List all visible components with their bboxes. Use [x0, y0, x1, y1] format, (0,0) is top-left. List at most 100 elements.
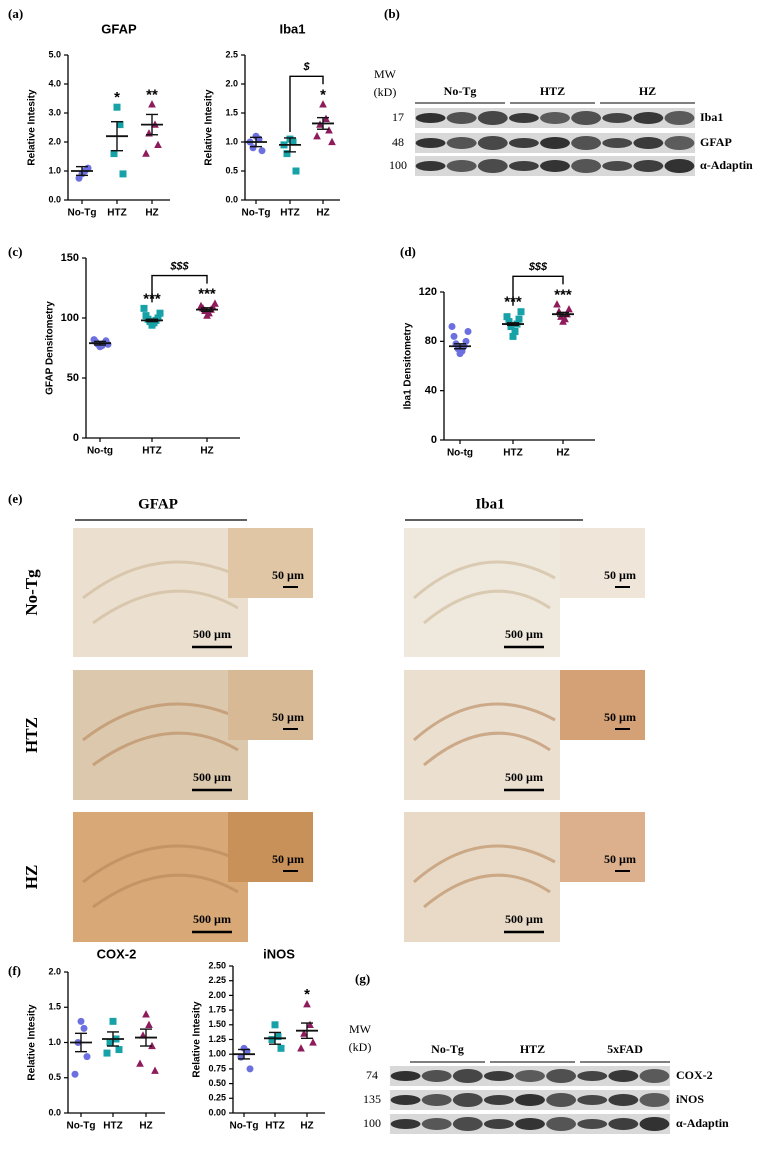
blot-band — [421, 1070, 452, 1082]
blot-band — [540, 112, 570, 124]
data-point — [119, 170, 127, 178]
y-tick-label: 0.0 — [48, 1107, 61, 1117]
scale-label: 50 µm — [604, 710, 636, 724]
blot-band — [577, 1071, 608, 1081]
blot-band — [633, 160, 664, 172]
row-label: HTZ — [22, 717, 41, 753]
blot-kd: 135 — [363, 1092, 381, 1106]
blot-band — [633, 137, 664, 149]
scale-label: 50 µm — [604, 852, 636, 866]
blot-band — [452, 1069, 483, 1083]
data-point — [509, 332, 517, 340]
y-tick-label: 150 — [61, 252, 79, 264]
blot-band — [390, 1095, 421, 1105]
panel-label: (b) — [384, 6, 400, 21]
data-point — [283, 150, 291, 158]
data-point — [142, 149, 150, 157]
blot-band — [602, 138, 633, 148]
significance: * — [320, 86, 326, 103]
scale-label: 50 µm — [272, 568, 304, 582]
data-point — [258, 147, 266, 155]
blot-band — [639, 1117, 670, 1131]
data-point — [115, 1046, 123, 1054]
chart-title: Iba1 — [279, 21, 305, 36]
data-point — [77, 1017, 85, 1025]
x-tick-label: No-tg — [447, 448, 473, 459]
data-point — [565, 305, 573, 313]
data-point — [309, 1038, 317, 1046]
x-tick-label: HZ — [200, 446, 213, 457]
blot-band — [483, 1119, 514, 1129]
data-point — [136, 1059, 144, 1067]
y-axis-label: Relative Intesity — [27, 1004, 38, 1081]
blot-band — [415, 113, 446, 123]
panel-label: (c) — [8, 244, 22, 259]
scale-label: 50 µm — [272, 710, 304, 724]
data-point — [268, 1036, 276, 1043]
data-point — [462, 337, 470, 345]
row-label: No-Tg — [22, 569, 41, 616]
blot-group: No-Tg — [444, 84, 477, 98]
data-point — [151, 1066, 159, 1074]
y-tick-label: 2.25 — [208, 975, 226, 985]
blot-protein: α-Adaptin — [676, 1116, 729, 1130]
blot-band — [639, 1093, 670, 1107]
data-point — [75, 174, 83, 182]
x-tick-label: HTZ — [142, 446, 161, 457]
blot-band — [515, 1094, 545, 1106]
y-axis-label: Relative Intesity — [27, 89, 38, 166]
blot-band — [508, 161, 539, 171]
scale-label: 500 µm — [193, 912, 231, 926]
scale-label: 50 µm — [272, 852, 304, 866]
bracket — [289, 75, 324, 132]
significance: * — [114, 89, 120, 106]
data-point — [142, 1010, 150, 1018]
blot-protein: COX-2 — [676, 1068, 713, 1082]
panel-label: (f) — [8, 963, 21, 978]
y-axis-label: Relative Intesity — [192, 1001, 203, 1078]
chart-title: iNOS — [263, 946, 295, 961]
data-point — [271, 1021, 279, 1029]
y-axis-label: Iba1 Densitometry — [403, 322, 414, 409]
scale-label: 500 µm — [193, 770, 231, 784]
blot-band — [577, 1095, 608, 1105]
blot-band — [446, 112, 477, 124]
blot-band — [546, 1093, 577, 1107]
blot-band — [639, 1069, 670, 1083]
blot-band — [664, 159, 695, 173]
blot-protein: iNOS — [676, 1092, 704, 1106]
blot-band — [390, 1119, 421, 1129]
y-tick-label: 1.0 — [48, 1037, 61, 1047]
data-point — [274, 1033, 282, 1041]
y-tick-label: 1.50 — [208, 1019, 226, 1029]
bracket-label: $$$ — [528, 261, 548, 273]
blot-band — [508, 113, 539, 123]
micrograph-inset — [560, 528, 645, 598]
significance: *** — [198, 286, 216, 303]
y-tick-label: 50 — [67, 372, 79, 384]
data-point — [80, 1024, 88, 1032]
x-tick-label: HTZ — [107, 208, 126, 219]
blot-band — [540, 137, 570, 149]
data-point — [154, 140, 162, 149]
blot-band — [477, 159, 508, 173]
x-tick-label: HTZ — [103, 1121, 122, 1132]
bracket — [512, 275, 564, 306]
data-point — [71, 1070, 79, 1078]
data-point — [464, 327, 472, 335]
blot-kd: 17 — [392, 110, 404, 124]
y-tick-label: 0.0 — [48, 194, 61, 204]
blot-kd: 100 — [389, 158, 407, 172]
blot-band — [515, 1070, 545, 1082]
blot-kd: 100 — [363, 1116, 381, 1130]
y-tick-label: 80 — [425, 335, 437, 347]
data-point — [103, 1049, 111, 1057]
data-point — [306, 1020, 314, 1028]
blot-band — [415, 138, 446, 148]
micrograph-inset — [228, 812, 313, 882]
blot-band — [446, 160, 477, 172]
hippocampus — [413, 560, 556, 625]
panel-label: (d) — [400, 244, 416, 259]
micrograph-inset — [560, 670, 645, 740]
blot-band — [571, 159, 602, 173]
